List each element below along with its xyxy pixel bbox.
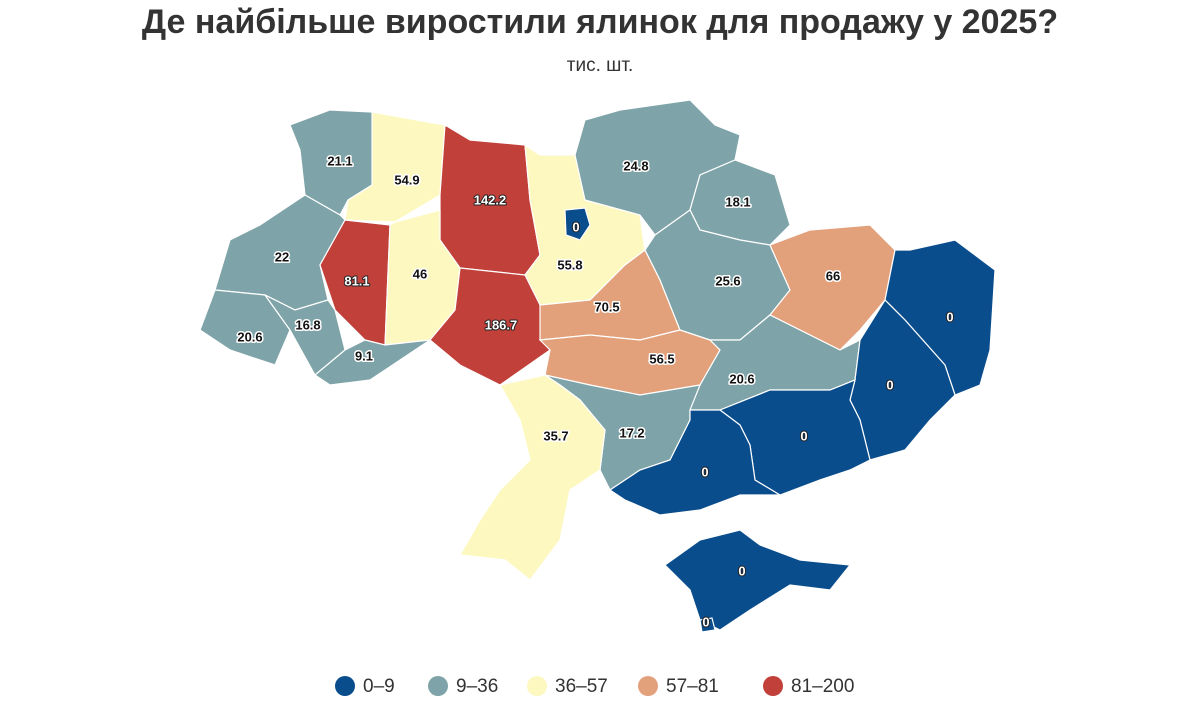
value-label: 0 [800, 428, 807, 443]
legend-label: 81–200 [791, 676, 854, 697]
legend-label: 0–9 [363, 676, 395, 697]
legend-label: 57–81 [666, 676, 719, 697]
region [313, 339, 431, 386]
value-label: 24.8 [623, 158, 648, 173]
value-label: 0 [572, 219, 579, 234]
value-label: 0 [946, 309, 953, 324]
value-label: 16.8 [295, 317, 320, 332]
regions [199, 99, 996, 633]
value-label: 142.2 [474, 192, 507, 207]
value-label: 46 [413, 266, 427, 281]
region [699, 617, 716, 633]
value-label: 21.1 [327, 153, 352, 168]
legend-swatch [428, 676, 448, 696]
value-label: 35.7 [543, 428, 568, 443]
legend: 0–9 9–36 36–57 57–81 81–200 [335, 676, 854, 697]
value-label: 55.8 [557, 257, 582, 272]
legend-swatch [527, 676, 547, 696]
value-label: 17.2 [619, 425, 644, 440]
region [459, 374, 606, 581]
value-label: 186.7 [485, 317, 518, 332]
value-label: 9.1 [355, 348, 373, 363]
map-subtitle: тис. шт. [567, 55, 634, 76]
value-label: 0 [738, 563, 745, 578]
region [264, 294, 346, 376]
value-labels: 21.1 54.9 142.2 55.8 0 24.8 18.1 22 81.1 46 186.7 7… [236, 152, 955, 631]
value-label: 25.6 [715, 273, 740, 288]
value-label: 20.6 [729, 371, 754, 386]
value-label: 0 [701, 464, 708, 479]
legend-swatch [335, 676, 355, 696]
value-label: 81.1 [344, 273, 369, 288]
region [849, 299, 956, 461]
legend-label: 36–57 [555, 676, 608, 697]
region [664, 529, 852, 631]
value-label: 0 [886, 377, 893, 392]
value-label: 18.1 [725, 194, 750, 209]
legend-label: 9–36 [456, 676, 498, 697]
map-title: Де найбільше виростили ялинок для продаж… [142, 3, 1058, 41]
value-label: 22 [275, 249, 289, 264]
value-label: 0 [702, 614, 709, 629]
value-label: 20.6 [237, 329, 262, 344]
region [769, 224, 896, 351]
region [608, 409, 783, 516]
value-label: 56.5 [649, 351, 674, 366]
value-label: 66 [826, 268, 840, 283]
legend-swatch [638, 676, 658, 696]
legend-swatch [763, 676, 783, 696]
value-label: 54.9 [394, 172, 419, 187]
region [564, 207, 591, 241]
value-label: 70.5 [594, 299, 619, 314]
